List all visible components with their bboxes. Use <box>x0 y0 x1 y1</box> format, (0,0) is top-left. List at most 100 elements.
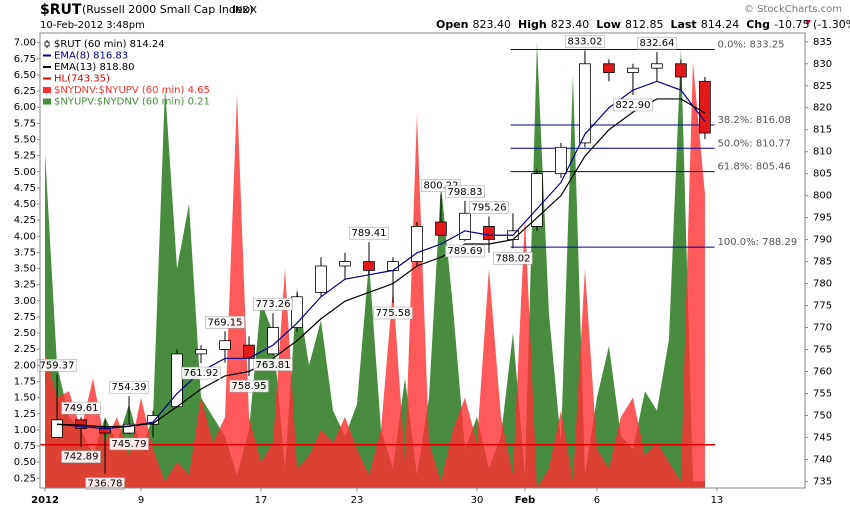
y2-tick-label: 750 <box>813 410 832 421</box>
y-tick-label: 4.50 <box>14 199 36 210</box>
candle-body <box>675 63 687 78</box>
candle-body <box>699 80 711 134</box>
y-tick-label: 0.75 <box>14 441 36 452</box>
annotation-box <box>637 36 677 50</box>
quote-value: -10.75 (-1.30%) <box>774 18 850 31</box>
annotation: 833.02 <box>567 36 602 47</box>
candle-body <box>555 146 567 175</box>
y2-tick-label: 830 <box>813 59 832 70</box>
annotation-box <box>373 306 413 320</box>
candle-body <box>99 428 111 434</box>
legend-entry: EMA(8) 816.83 <box>54 51 128 62</box>
annotation: 789.41 <box>351 228 386 239</box>
candle-body <box>411 226 423 262</box>
candle-body <box>123 423 135 434</box>
date: 10-Feb-2012 3:48pm <box>40 20 145 31</box>
candle-body <box>291 296 303 328</box>
y2-tick-label: 740 <box>813 454 832 465</box>
annotation: 800.22 <box>423 181 458 192</box>
y2-tick-label: 780 <box>813 279 832 290</box>
y2-tick-label: 820 <box>813 103 832 114</box>
annotation: 775.58 <box>375 308 410 319</box>
y-tick-label: 3.25 <box>14 280 36 291</box>
y-tick-label: 2.25 <box>14 344 36 355</box>
annotation-box <box>445 185 485 199</box>
annotation-box <box>469 201 509 214</box>
x-tick-label: Feb <box>515 495 535 506</box>
x-tick-label: 9 <box>138 495 144 506</box>
y-tick-label: 3.50 <box>14 264 36 275</box>
x-tick-label: 23 <box>351 495 364 506</box>
candle-body <box>579 63 591 144</box>
fib-label: 50.0%: 810.77 <box>718 138 791 149</box>
annotation: 761.92 <box>184 368 219 379</box>
y2-tick-label: 825 <box>813 81 832 92</box>
y-tick-label: 3.75 <box>14 247 36 258</box>
candle-body <box>627 67 639 73</box>
y2-tick-label: 745 <box>813 432 832 443</box>
legend-entry: HL(743.35) <box>54 74 110 85</box>
exchange: INDX <box>232 5 257 16</box>
y-tick-label: 2.00 <box>14 360 36 371</box>
quote-value: 812.85 <box>625 18 664 31</box>
x-tick-label: 13 <box>711 495 724 506</box>
y2-tick-label: 815 <box>813 125 832 136</box>
annotation-box <box>565 35 605 48</box>
y2-tick-label: 800 <box>813 191 832 202</box>
annotation: 822.90 <box>615 100 650 111</box>
fib-label: 100.0%: 788.29 <box>718 237 798 248</box>
y2-tick-label: 735 <box>813 476 832 487</box>
annotation: 758.95 <box>232 381 267 392</box>
candle-body <box>267 327 279 355</box>
y-tick-label: 6.75 <box>14 54 36 65</box>
y-tick-label: 4.25 <box>14 215 36 226</box>
annotation-box <box>181 366 221 380</box>
quote-label: High <box>518 18 547 31</box>
chart-title: $RUT <box>40 2 82 18</box>
y2-tick-label: 810 <box>813 147 832 158</box>
y2-tick-label: 785 <box>813 257 832 268</box>
annotation-box <box>61 450 101 463</box>
candle-body <box>339 261 351 267</box>
candle-body <box>483 226 495 241</box>
annotation-box <box>85 477 125 490</box>
quote-label: Open <box>436 18 469 31</box>
annotation: 769.15 <box>208 317 243 328</box>
legend-swatch <box>43 87 51 93</box>
y-tick-label: 6.50 <box>14 70 36 81</box>
y-tick-label: 1.50 <box>14 393 36 404</box>
candle-body <box>75 419 87 430</box>
y-tick-label: 5.00 <box>14 167 36 178</box>
y2-tick-label: 835 <box>813 37 832 48</box>
candle-body <box>459 212 471 241</box>
annotation-box <box>205 316 245 329</box>
annotation-box <box>109 380 149 394</box>
y-tick-label: 1.25 <box>14 409 36 420</box>
y2-tick-label: 770 <box>813 323 832 334</box>
candle-body <box>315 265 327 293</box>
fib-label: 0.0%: 833.25 <box>718 39 785 50</box>
annotation: 832.64 <box>639 38 674 49</box>
legend-entry: $RUT (60 min) 814.24 <box>54 39 165 50</box>
candle-body <box>51 419 63 438</box>
quote-value: 823.40 <box>473 18 512 31</box>
legend-entry: EMA(13) 818.80 <box>54 62 134 73</box>
x-tick-label: 6 <box>594 495 600 506</box>
annotation: 773.26 <box>256 299 291 310</box>
annotation-box <box>493 252 533 265</box>
y2-tick-label: 755 <box>813 388 832 399</box>
candle-body <box>531 173 543 227</box>
legend-entry: $NYDNV:$NYUPV (60 min) 4.65 <box>54 85 210 96</box>
quote-value: 814.24 <box>701 18 740 31</box>
annotation: 759.37 <box>40 360 75 371</box>
quote-value: 823.40 <box>551 18 590 31</box>
legend-entry: $NYUPV:$NYDNV (60 min) 0.21 <box>54 97 210 108</box>
y-tick-label: 0.50 <box>14 457 36 468</box>
annotation-box <box>109 437 149 451</box>
y-tick-label: 5.50 <box>14 134 36 145</box>
annotation-box <box>349 226 389 240</box>
change-arrow <box>805 20 811 25</box>
annotation: 795.26 <box>471 202 506 213</box>
fib-label: 61.8%: 805.46 <box>718 162 791 173</box>
